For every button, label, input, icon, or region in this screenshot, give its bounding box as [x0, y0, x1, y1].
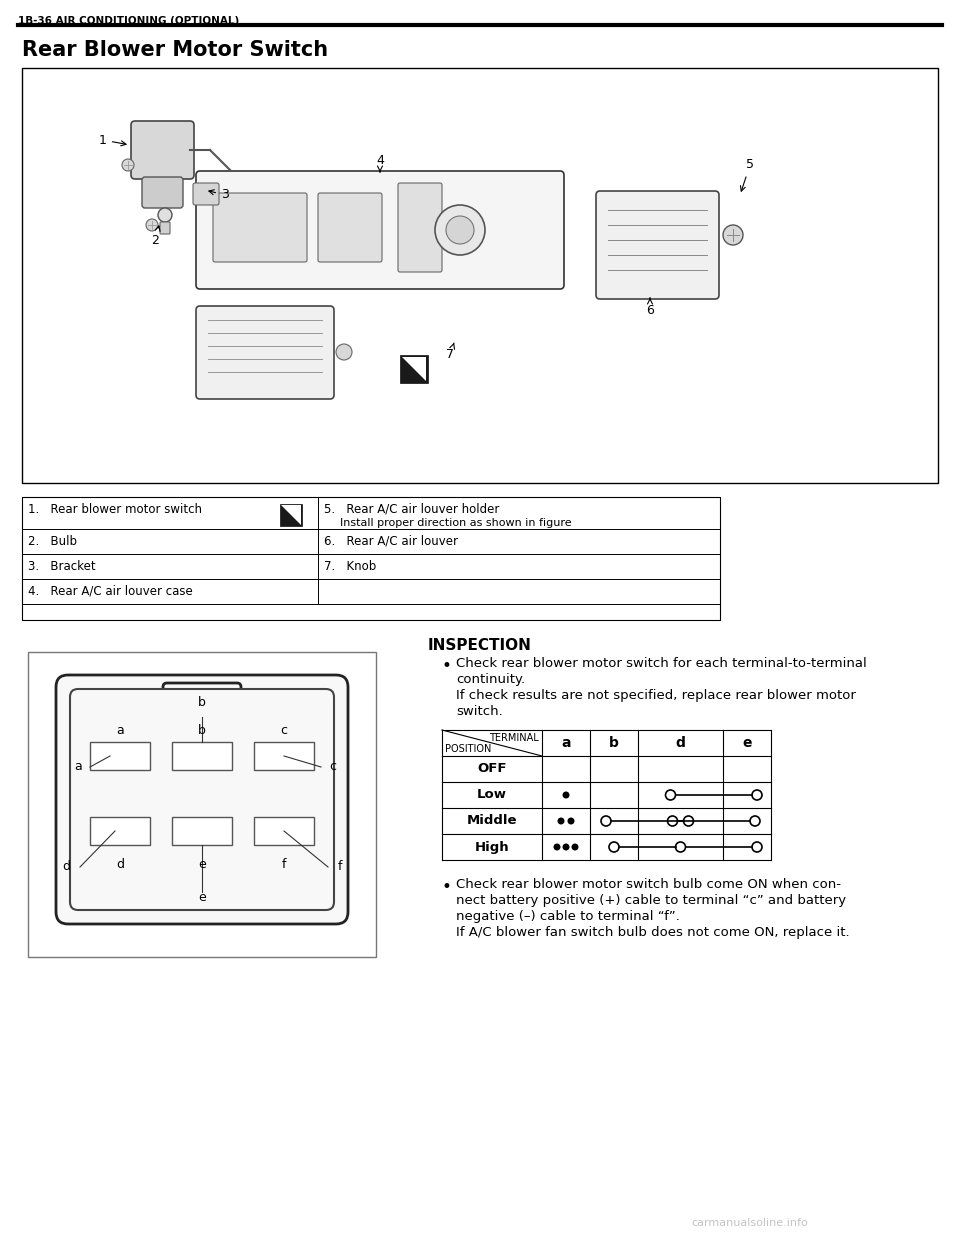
Text: If A/C blower fan switch bulb does not come ON, replace it.: If A/C blower fan switch bulb does not c… [456, 926, 850, 939]
FancyBboxPatch shape [160, 222, 170, 233]
Text: High: High [474, 841, 510, 853]
Text: b: b [198, 724, 206, 736]
Text: 2.   Bulb: 2. Bulb [28, 535, 77, 548]
FancyBboxPatch shape [196, 306, 334, 399]
Polygon shape [281, 505, 301, 525]
Text: •: • [442, 657, 452, 676]
Bar [90, 742, 150, 769]
Text: •: • [442, 878, 452, 897]
Text: d: d [676, 736, 685, 750]
Circle shape [336, 345, 352, 359]
Text: 5.   Rear A/C air louver holder: 5. Rear A/C air louver holder [324, 503, 499, 516]
FancyBboxPatch shape [142, 177, 183, 207]
FancyBboxPatch shape [196, 170, 564, 289]
Text: 1: 1 [99, 133, 126, 147]
Text: Check rear blower motor switch for each terminal-to-terminal: Check rear blower motor switch for each … [456, 657, 867, 671]
Bar [172, 818, 232, 845]
Circle shape [752, 842, 762, 852]
FancyBboxPatch shape [318, 193, 382, 262]
Text: c: c [329, 761, 336, 773]
FancyBboxPatch shape [70, 689, 334, 910]
Text: negative (–) cable to terminal “f”.: negative (–) cable to terminal “f”. [456, 910, 680, 923]
Text: nect battery positive (+) cable to terminal “c” and battery: nect battery positive (+) cable to termi… [456, 894, 846, 906]
Bar [400, 354, 428, 383]
FancyBboxPatch shape [56, 676, 348, 924]
Text: switch.: switch. [456, 705, 503, 718]
Bar [254, 818, 314, 845]
Text: 4: 4 [376, 153, 384, 172]
Circle shape [571, 844, 579, 851]
Text: e: e [198, 858, 205, 872]
Text: INSPECTION: INSPECTION [428, 638, 532, 653]
FancyBboxPatch shape [596, 191, 719, 299]
Text: 7.   Knob: 7. Knob [324, 559, 376, 573]
Polygon shape [402, 357, 426, 382]
Circle shape [446, 216, 474, 245]
Text: Install proper direction as shown in figure: Install proper direction as shown in fig… [340, 517, 571, 529]
Text: a: a [562, 736, 571, 750]
Text: 3.   Bracket: 3. Bracket [28, 559, 96, 573]
Circle shape [750, 816, 760, 826]
Circle shape [563, 792, 569, 799]
Text: Check rear blower motor switch bulb come ON when con-: Check rear blower motor switch bulb come… [456, 878, 841, 890]
Text: f: f [338, 861, 343, 873]
Text: Middle: Middle [467, 815, 517, 827]
Text: carmanualsoline.info: carmanualsoline.info [691, 1218, 808, 1228]
Bar [90, 818, 150, 845]
Circle shape [609, 842, 619, 852]
Circle shape [158, 207, 172, 222]
Text: a: a [74, 761, 82, 773]
Text: d: d [62, 861, 70, 873]
Circle shape [554, 844, 561, 851]
Circle shape [435, 205, 485, 254]
FancyBboxPatch shape [398, 183, 442, 272]
Text: POSITION: POSITION [445, 743, 492, 755]
FancyBboxPatch shape [213, 193, 307, 262]
Text: 1B-36 AIR CONDITIONING (OPTIONAL): 1B-36 AIR CONDITIONING (OPTIONAL) [18, 16, 239, 26]
Circle shape [676, 842, 685, 852]
Text: 4.   Rear A/C air louver case: 4. Rear A/C air louver case [28, 585, 193, 598]
Circle shape [665, 790, 676, 800]
Text: e: e [198, 890, 205, 904]
Text: Low: Low [477, 788, 507, 802]
Text: 1.   Rear blower motor switch: 1. Rear blower motor switch [28, 503, 202, 516]
Text: 5: 5 [740, 158, 754, 191]
Circle shape [723, 225, 743, 245]
Circle shape [667, 816, 678, 826]
Text: TERMINAL: TERMINAL [490, 734, 539, 743]
Text: b: b [609, 736, 619, 750]
Text: Rear Blower Motor Switch: Rear Blower Motor Switch [22, 40, 328, 61]
Circle shape [684, 816, 693, 826]
Text: c: c [280, 724, 287, 736]
Text: a: a [116, 724, 124, 736]
Bar [280, 504, 302, 526]
Bar [22, 68, 938, 483]
Text: If check results are not specified, replace rear blower motor: If check results are not specified, repl… [456, 689, 856, 701]
Text: OFF: OFF [477, 762, 507, 776]
Text: continuity.: continuity. [456, 673, 525, 685]
FancyBboxPatch shape [131, 121, 194, 179]
Circle shape [752, 790, 762, 800]
Text: 3: 3 [209, 189, 228, 201]
Text: f: f [281, 858, 286, 872]
Circle shape [567, 818, 574, 825]
Circle shape [122, 159, 134, 170]
Text: 7: 7 [446, 343, 454, 362]
Circle shape [563, 844, 569, 851]
Circle shape [146, 219, 158, 231]
Bar [254, 742, 314, 769]
Text: 6: 6 [646, 298, 654, 316]
Bar [28, 652, 376, 957]
Circle shape [558, 818, 564, 825]
Text: b: b [198, 697, 206, 709]
Circle shape [601, 816, 611, 826]
Bar [22, 496, 720, 620]
Text: 6.   Rear A/C air louver: 6. Rear A/C air louver [324, 535, 458, 548]
Text: e: e [742, 736, 752, 750]
Bar [172, 742, 232, 769]
FancyBboxPatch shape [163, 683, 241, 716]
Text: 2: 2 [151, 226, 160, 247]
FancyBboxPatch shape [193, 183, 219, 205]
Text: d: d [116, 858, 124, 872]
